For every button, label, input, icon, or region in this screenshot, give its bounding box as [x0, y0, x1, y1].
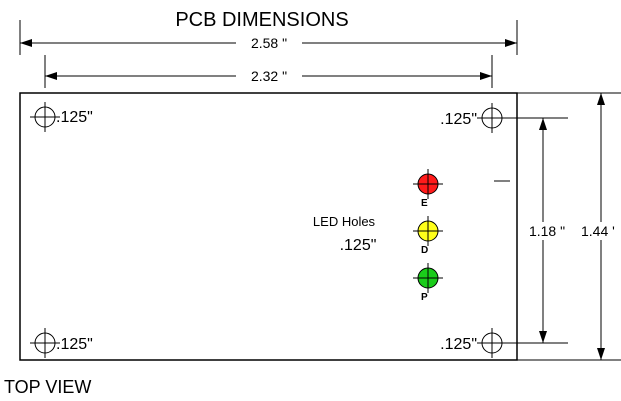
- page-title: PCB DIMENSIONS: [175, 9, 348, 31]
- mounting-hole-bottom-right: [477, 328, 507, 358]
- mounting-hole-label: .125": [56, 109, 93, 126]
- dimension-label-bg: [236, 35, 302, 51]
- led-holes-label: LED Holes: [313, 214, 376, 229]
- dimension-width-holes: 2.32 ": [251, 68, 287, 84]
- mounting-hole-label: .125": [56, 336, 93, 353]
- dimension-label-bg: [580, 222, 621, 240]
- mounting-hole-label: .125": [440, 336, 477, 353]
- mounting-hole-top-right: [477, 103, 507, 133]
- dimension-label-bg: [520, 222, 576, 240]
- led-letter: P: [421, 292, 428, 303]
- mounting-hole-label: .125": [440, 111, 477, 128]
- dimension-height-outer: 1.44 ': [581, 223, 615, 239]
- led-holes: E D P: [413, 169, 443, 303]
- led-hole-p: P: [413, 263, 443, 303]
- mounting-hole-top-left: [30, 102, 60, 132]
- mounting-hole-bottom-left: [30, 328, 60, 358]
- dimension-label-bg: [236, 68, 302, 84]
- dimension-width-outer: 2.58 ": [251, 35, 287, 51]
- led-holes-size: .125": [340, 237, 377, 254]
- led-letter: D: [421, 245, 428, 256]
- pcb-outline: [19, 92, 518, 361]
- dimension-height-holes: 1.18 ": [529, 223, 565, 239]
- led-hole-d: D: [413, 216, 443, 256]
- view-label: TOP VIEW: [4, 377, 91, 397]
- led-letter: E: [421, 198, 428, 209]
- led-hole-e: E: [413, 169, 443, 209]
